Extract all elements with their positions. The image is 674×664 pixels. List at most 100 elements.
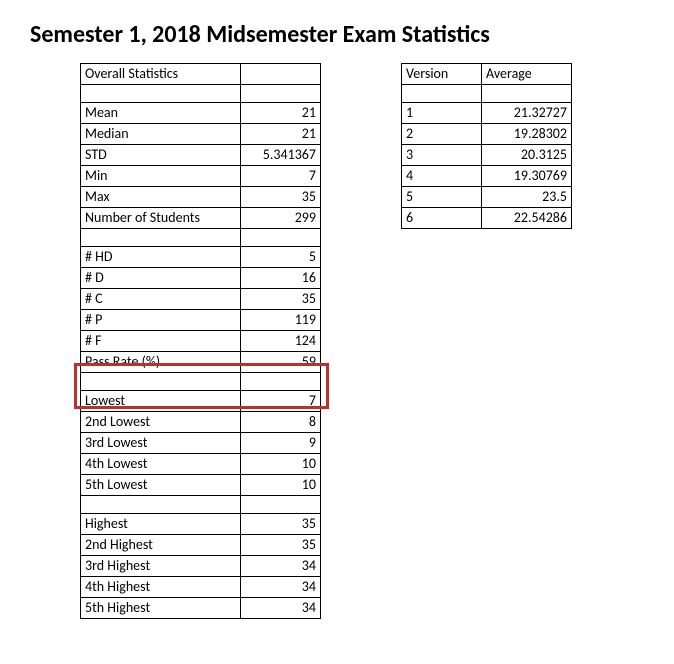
spacer-cell (402, 85, 482, 103)
table-row: Min7 (81, 166, 321, 187)
table-row: 5th Lowest10 (81, 475, 321, 496)
table-row: 320.3125 (402, 145, 572, 166)
stat-label: # HD (81, 247, 241, 268)
table-row: # F124 (81, 331, 321, 352)
stats-table-container: Overall Statistics Mean21Median21STD5.34… (80, 63, 321, 619)
table-row: 2nd Lowest8 (81, 412, 321, 433)
stat-value: 21 (241, 124, 321, 145)
page-title: Semester 1, 2018 Midsemester Exam Statis… (30, 20, 644, 49)
table-header-row: Overall Statistics (81, 64, 321, 85)
spacer-cell (482, 85, 572, 103)
version-average: 19.28302 (482, 124, 572, 145)
stat-label: 2nd Highest (81, 535, 241, 556)
stat-label: 2nd Lowest (81, 412, 241, 433)
stat-label: Number of Students (81, 208, 241, 229)
stat-value: 299 (241, 208, 321, 229)
version-number: 3 (402, 145, 482, 166)
version-number: 5 (402, 187, 482, 208)
stat-value: 7 (241, 391, 321, 412)
spacer-row (402, 85, 572, 103)
version-avg-table: Version Average 121.32727219.28302320.31… (401, 63, 572, 229)
table-row: # C35 (81, 289, 321, 310)
version-header-value: Average (482, 64, 572, 85)
stat-label: # F (81, 331, 241, 352)
version-number: 2 (402, 124, 482, 145)
stat-label: 3rd Highest (81, 556, 241, 577)
table-row: 2nd Highest35 (81, 535, 321, 556)
table-row: Highest35 (81, 514, 321, 535)
stat-value: 59 (241, 352, 321, 373)
table-row: Mean21 (81, 103, 321, 124)
table-row: # HD5 (81, 247, 321, 268)
stat-label: 3rd Lowest (81, 433, 241, 454)
stat-value: 124 (241, 331, 321, 352)
table-row: 3rd Lowest9 (81, 433, 321, 454)
table-row: 419.30769 (402, 166, 572, 187)
table-row: 622.54286 (402, 208, 572, 229)
stat-label: # P (81, 310, 241, 331)
spacer-cell (81, 373, 241, 391)
version-average: 22.54286 (482, 208, 572, 229)
spacer-row (81, 496, 321, 514)
spacer-cell (241, 496, 321, 514)
stat-value: 35 (241, 535, 321, 556)
stat-label: STD (81, 145, 241, 166)
table-row: 523.5 (402, 187, 572, 208)
spacer-cell (241, 373, 321, 391)
table-row: # P119 (81, 310, 321, 331)
stat-label: 5th Highest (81, 598, 241, 619)
stat-value: 119 (241, 310, 321, 331)
stat-label: Min (81, 166, 241, 187)
stat-value: 34 (241, 598, 321, 619)
stats-header-value (241, 64, 321, 85)
table-row: # D16 (81, 268, 321, 289)
stat-label: 5th Lowest (81, 475, 241, 496)
table-row: Pass Rate (%)59 (81, 352, 321, 373)
table-row: 4th Lowest10 (81, 454, 321, 475)
stat-value: 35 (241, 514, 321, 535)
version-average: 23.5 (482, 187, 572, 208)
stat-label: 4th Lowest (81, 454, 241, 475)
stat-label: 4th Highest (81, 577, 241, 598)
spacer-row (81, 85, 321, 103)
stat-value: 5.341367 (241, 145, 321, 166)
table-row: 4th Highest34 (81, 577, 321, 598)
stat-label: Highest (81, 514, 241, 535)
spacer-cell (241, 229, 321, 247)
table-header-row: Version Average (402, 64, 572, 85)
stat-label: # D (81, 268, 241, 289)
stat-label: Median (81, 124, 241, 145)
version-header-label: Version (402, 64, 482, 85)
table-row: STD5.341367 (81, 145, 321, 166)
table-row: 219.28302 (402, 124, 572, 145)
stat-label: Pass Rate (%) (81, 352, 241, 373)
stat-value: 10 (241, 475, 321, 496)
table-row: Max35 (81, 187, 321, 208)
version-average: 21.32727 (482, 103, 572, 124)
version-average: 19.30769 (482, 166, 572, 187)
spacer-cell (81, 496, 241, 514)
table-row: Number of Students299 (81, 208, 321, 229)
spacer-cell (241, 85, 321, 103)
stat-label: # C (81, 289, 241, 310)
table-row: Median21 (81, 124, 321, 145)
version-average: 20.3125 (482, 145, 572, 166)
stat-value: 16 (241, 268, 321, 289)
table-row: Lowest7 (81, 391, 321, 412)
stat-value: 21 (241, 103, 321, 124)
version-number: 6 (402, 208, 482, 229)
table-row: 121.32727 (402, 103, 572, 124)
overall-stats-table: Overall Statistics Mean21Median21STD5.34… (80, 63, 321, 619)
stat-value: 5 (241, 247, 321, 268)
stat-value: 10 (241, 454, 321, 475)
table-row: 3rd Highest34 (81, 556, 321, 577)
stat-value: 34 (241, 577, 321, 598)
stat-value: 9 (241, 433, 321, 454)
version-number: 1 (402, 103, 482, 124)
spacer-row (81, 229, 321, 247)
spacer-row (81, 373, 321, 391)
stat-value: 35 (241, 289, 321, 310)
stat-value: 8 (241, 412, 321, 433)
spacer-cell (81, 85, 241, 103)
table-row: 5th Highest34 (81, 598, 321, 619)
